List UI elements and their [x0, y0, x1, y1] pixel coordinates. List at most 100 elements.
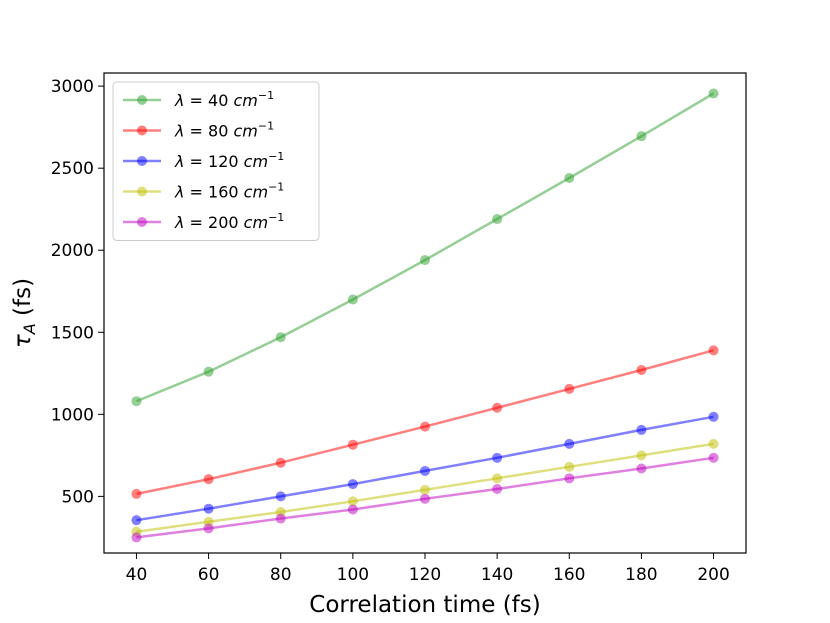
y-tick-label: 1000 [51, 405, 94, 425]
legend-entry-40: λ = 40 cm−1 [123, 89, 274, 110]
series-120 [131, 411, 719, 526]
legend-label-part: cm [244, 213, 268, 232]
y-axis-label-unit: (fs) [10, 278, 36, 323]
data-point [564, 473, 575, 484]
x-tick-label: 180 [625, 565, 657, 585]
legend-label-part: = 120 [184, 152, 243, 171]
legend-label-part: λ [174, 213, 184, 232]
legend-frame [112, 81, 320, 241]
x-tick-label: 80 [270, 565, 292, 585]
y-tick-label: 3000 [51, 77, 94, 97]
data-point [564, 461, 575, 472]
data-point [420, 465, 430, 476]
legend-label-part: −1 [268, 181, 284, 194]
data-point [636, 365, 647, 376]
data-point [708, 88, 719, 99]
data-point [275, 332, 286, 343]
legend-label-part: λ [174, 122, 184, 141]
legend-marker [137, 156, 147, 166]
legend: λ = 40 cm−1λ = 80 cm−1λ = 120 cm−1λ = 16… [112, 81, 320, 241]
data-point [347, 294, 358, 305]
data-point [275, 491, 286, 502]
legend-marker [137, 186, 147, 197]
legend-label-part: λ [174, 152, 184, 171]
legend-label-part: −1 [268, 211, 284, 224]
y-axis-label-subscript: A [20, 323, 39, 335]
legend-marker [137, 217, 147, 227]
legend-label-part: −1 [258, 120, 274, 133]
x-tick-label: 140 [481, 565, 513, 585]
legend-label-part: cm [234, 122, 258, 141]
data-point [275, 513, 286, 524]
x-tick-label: 160 [553, 565, 585, 585]
x-tick-label: 100 [337, 565, 369, 585]
legend-label: λ = 160 cm−1 [174, 181, 284, 202]
data-point [203, 503, 214, 514]
legend-label-part: λ [174, 183, 184, 202]
legend-label-part: λ [174, 91, 184, 110]
y-tick-label: 1500 [51, 323, 94, 343]
data-point [275, 457, 286, 468]
data-point [131, 396, 142, 407]
data-point [131, 532, 142, 543]
legend-label-part: cm [244, 183, 268, 202]
legend-label-part: −1 [258, 89, 274, 102]
data-point [708, 452, 719, 463]
data-point [492, 473, 503, 484]
data-point [420, 493, 430, 504]
data-point [636, 424, 647, 435]
legend-entry-80: λ = 80 cm−1 [123, 120, 274, 141]
legend-label: λ = 200 cm−1 [174, 211, 284, 232]
x-axis-label: Correlation time (fs) [309, 592, 540, 618]
data-point [708, 438, 719, 449]
data-point [420, 484, 430, 495]
legend-label: λ = 80 cm−1 [174, 120, 274, 141]
legend-marker [137, 95, 147, 105]
plot-frame [103, 72, 747, 554]
y-axis-label: τA (fs) [10, 278, 39, 348]
legend-label-part: cm [244, 152, 268, 171]
data-point [203, 366, 214, 377]
data-point [131, 515, 142, 526]
data-point [347, 479, 358, 490]
legend-label: λ = 120 cm−1 [174, 150, 284, 171]
data-point [492, 452, 503, 463]
x-tick-label: 40 [126, 565, 148, 585]
data-point [564, 438, 575, 449]
data-point [636, 463, 647, 474]
data-point [492, 484, 503, 494]
legend-label-part: cm [234, 91, 258, 110]
data-point [203, 474, 214, 485]
data-point [131, 488, 142, 499]
data-point [420, 255, 430, 266]
series-200 [131, 452, 719, 543]
data-point [708, 345, 719, 356]
data-point [347, 439, 358, 450]
data-point [564, 173, 575, 184]
legend-label-part: = 160 [184, 183, 243, 202]
series-160 [131, 438, 719, 537]
data-point [347, 504, 358, 515]
legend-entry-120: λ = 120 cm−1 [123, 150, 284, 171]
data-point [492, 214, 503, 225]
data-point [636, 450, 647, 461]
data-point [203, 523, 214, 534]
y-axis-label-symbol: τ [10, 334, 36, 348]
legend-label: λ = 40 cm−1 [174, 89, 274, 110]
series-40 [131, 88, 719, 407]
data-point [708, 411, 719, 422]
y-tick-label: 2500 [51, 159, 94, 179]
y-tick-label: 500 [62, 487, 94, 507]
data-point [636, 131, 647, 142]
series-layer [131, 88, 719, 543]
x-tick-label: 200 [697, 565, 729, 585]
axis-ticks: 40 60 80 100 120 140 160 180 200 500 1000 1500 2000 2… [51, 77, 730, 585]
data-point [420, 421, 430, 432]
legend-label-part: = 200 [184, 213, 243, 232]
legend-label-part: = 80 [184, 122, 233, 141]
data-point [564, 383, 575, 394]
x-tick-label: 120 [409, 565, 441, 585]
legend-label-part: = 40 [184, 91, 233, 110]
legend-entry-200: λ = 200 cm−1 [123, 211, 284, 232]
